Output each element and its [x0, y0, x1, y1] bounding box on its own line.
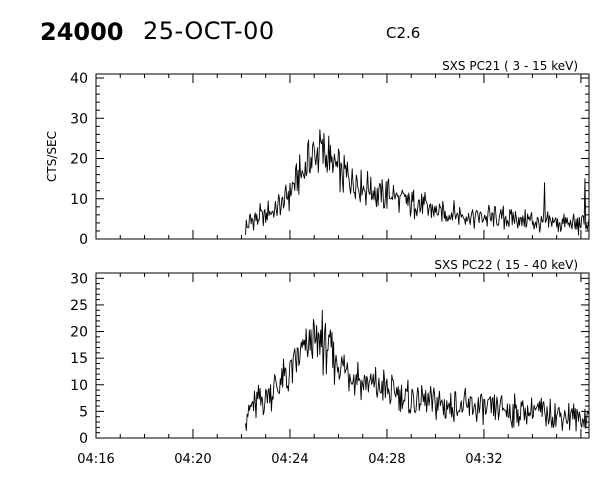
plot-title: SXS PC22 ( 15 - 40 keV) — [434, 258, 578, 272]
x-tick-label: 04:28 — [368, 452, 405, 467]
y-tick-label: 20 — [70, 152, 88, 168]
x-tick-label: 04:32 — [465, 452, 502, 467]
y-tick-label: 20 — [70, 325, 88, 341]
data-series-line — [245, 309, 590, 432]
plot-frame — [95, 73, 590, 240]
y-tick-label: 5 — [79, 404, 88, 420]
y-tick-label: 40 — [70, 71, 88, 87]
y-tick-label: 10 — [70, 192, 88, 208]
x-tick-label: 04:24 — [271, 452, 308, 467]
plot-frame — [95, 272, 590, 439]
y-tick-label: 0 — [79, 232, 88, 248]
x-tick-label: 04:20 — [174, 452, 211, 467]
x-tick-label: 04:16 — [77, 452, 114, 467]
y-tick-label: 30 — [70, 271, 88, 287]
y-tick-label: 30 — [70, 111, 88, 127]
plot-title: SXS PC21 ( 3 - 15 keV) — [442, 59, 578, 73]
panel-2: SXS PC22 ( 15 - 40 keV) 0 5 10 15 20 25 30 04:16… — [70, 258, 590, 467]
panel-1: SXS PC21 ( 3 - 15 keV) 0 10 20 30 40 CTS/SEC — [45, 59, 590, 248]
y-tick-label: 15 — [70, 351, 88, 367]
y-tick-label: 0 — [79, 431, 88, 447]
event-date: 25-OCT-00 — [143, 17, 275, 45]
event-id: 24000 — [40, 18, 124, 46]
y-axis-label: CTS/SEC — [45, 131, 59, 182]
flare-class: C2.6 — [386, 24, 421, 42]
data-series-line — [245, 129, 590, 236]
y-tick-label: 25 — [70, 298, 88, 314]
y-tick-label: 10 — [70, 378, 88, 394]
